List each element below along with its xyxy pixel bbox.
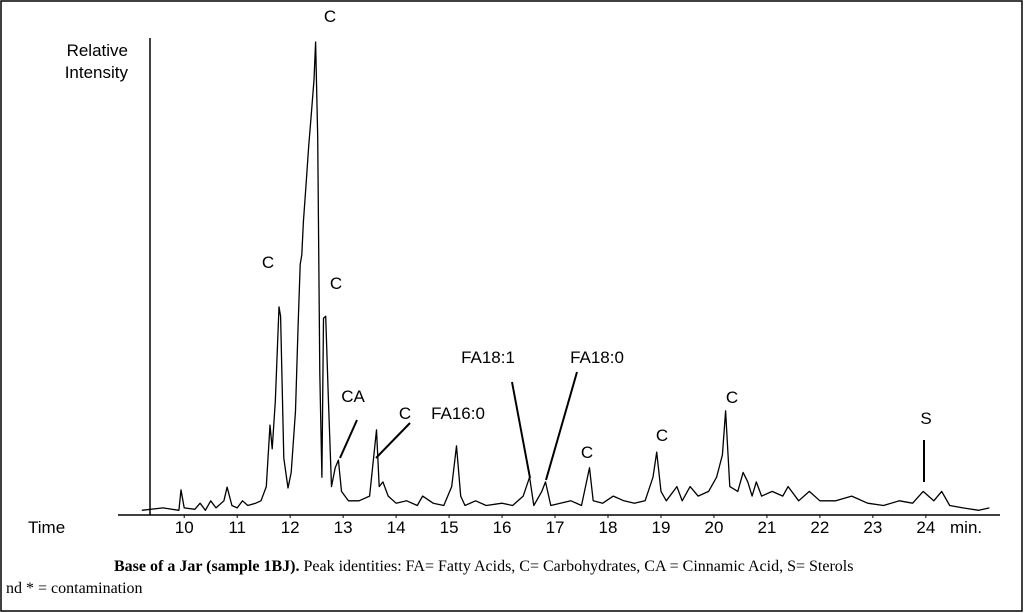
x-unit: min. bbox=[950, 518, 982, 537]
x-tick-label: 22 bbox=[810, 518, 829, 537]
x-axis-label: Time bbox=[28, 518, 65, 537]
peak-label: C bbox=[330, 274, 342, 293]
leader-line bbox=[511, 381, 531, 479]
x-tick-label: 14 bbox=[387, 518, 406, 537]
x-tick-label: 23 bbox=[863, 518, 882, 537]
peak-label: C bbox=[656, 426, 668, 445]
leader-line bbox=[545, 371, 578, 481]
caption: Base of a Jar (sample 1BJ). Peak identit… bbox=[6, 556, 1018, 600]
x-tick-label: 18 bbox=[599, 518, 618, 537]
x-tick-label: 12 bbox=[281, 518, 300, 537]
peak-label: CA bbox=[341, 387, 365, 406]
peak-label: C bbox=[581, 443, 593, 462]
x-tick-label: 21 bbox=[757, 518, 776, 537]
peak-label: C bbox=[726, 388, 738, 407]
x-tick-label: 13 bbox=[334, 518, 353, 537]
peak-label: FA18:0 bbox=[570, 348, 624, 367]
x-tick-label: 11 bbox=[228, 518, 246, 537]
caption-text: Peak identities: FA= Fatty Acids, C= Car… bbox=[303, 558, 854, 575]
caption-line-2: nd * = contamination bbox=[6, 580, 143, 597]
peak-label: C bbox=[262, 253, 274, 272]
caption-bold: Base of a Jar (sample 1BJ). bbox=[114, 558, 300, 575]
trace bbox=[141, 41, 990, 511]
x-tick-label: 24 bbox=[916, 518, 935, 537]
x-tick-label: 10 bbox=[175, 518, 194, 537]
leader-line bbox=[375, 422, 411, 459]
peak-label: FA18:1 bbox=[461, 348, 515, 367]
leader-line bbox=[339, 419, 358, 459]
y-axis-label: Relative Intensity bbox=[64, 41, 128, 82]
peak-label: S bbox=[920, 409, 931, 428]
leader-lines bbox=[339, 371, 925, 482]
x-tick-label: 15 bbox=[440, 518, 459, 537]
x-tick-label: 20 bbox=[704, 518, 723, 537]
x-tick-label: 19 bbox=[652, 518, 671, 537]
x-tick-label: 17 bbox=[546, 518, 565, 537]
peak-label: C bbox=[399, 404, 411, 423]
caption-line: Base of a Jar (sample 1BJ). Peak identit… bbox=[6, 556, 1018, 578]
x-tick-label: 16 bbox=[493, 518, 512, 537]
peak-label: FA16:0 bbox=[431, 404, 485, 423]
peak-label: C bbox=[324, 7, 336, 26]
